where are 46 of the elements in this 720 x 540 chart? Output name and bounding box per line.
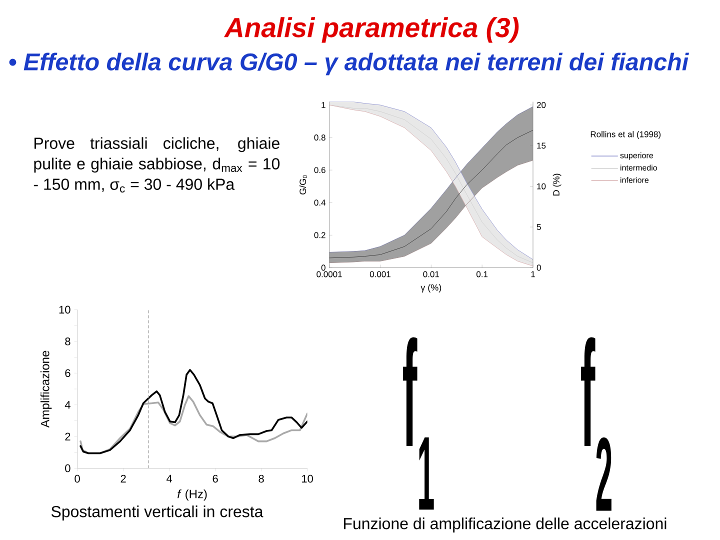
text: f$_{1}$ bbox=[402, 337, 434, 510]
y-tick-label: 6 bbox=[65, 369, 70, 378]
legend-label: inferiore bbox=[620, 176, 649, 183]
x-tick-label: 2 bbox=[120, 474, 126, 482]
chart-subtitle: • Effetto della curva G/G0 – γ adottata nei terreni dei fianchi bbox=[9, 52, 690, 76]
legend-label: superiore bbox=[620, 152, 653, 160]
legend-label: intermedio bbox=[620, 164, 657, 171]
line-series bbox=[80, 369, 308, 454]
text: Spostamenti verticali in cresta bbox=[51, 506, 264, 520]
x-tick-label: 6 bbox=[212, 474, 218, 483]
text: Prove triassiali cicliche, ghiaie pulite e ghiaie sabbiose, d$_{max}$ = 10 - 150 mm, σ$_{c}$ = 30 - 490 kPa bbox=[34, 137, 280, 192]
y2-tick-label: 15 bbox=[537, 142, 546, 149]
x-tick-label: 1 bbox=[531, 271, 535, 278]
y-tick-label: 0.2 bbox=[314, 232, 326, 238]
text: f$_{2}$ bbox=[580, 337, 612, 511]
y-tick-label: 0.8 bbox=[314, 134, 326, 141]
x-tick-label: 8 bbox=[258, 474, 264, 483]
x-tick-label: 10 bbox=[302, 474, 313, 483]
chart-title: Analisi parametrica (3) bbox=[224, 17, 519, 43]
y2-axis-title: D (%) bbox=[552, 174, 562, 196]
y2-tick-label: 0 bbox=[536, 264, 541, 271]
y2-tick-label: 5 bbox=[536, 224, 541, 230]
text: Funzione di amplificazione delle accelerazioni bbox=[344, 518, 666, 532]
y-tick-label: 10 bbox=[59, 306, 70, 314]
y-tick-label: 4 bbox=[64, 401, 70, 409]
x-axis-title: γ (%) bbox=[420, 284, 442, 292]
x-tick-label: 4 bbox=[166, 474, 172, 482]
x-tick-label: 0.0001 bbox=[316, 271, 342, 278]
y-axis-title: G/G$_{0}$ bbox=[299, 175, 308, 194]
y-tick-label: 0.6 bbox=[314, 167, 326, 174]
x-tick-label: 0 bbox=[74, 474, 80, 483]
y-tick-label: 0.4 bbox=[314, 200, 326, 206]
y-tick-label: 0 bbox=[321, 264, 326, 271]
x-tick-label: 0.1 bbox=[476, 271, 488, 278]
y2-tick-label: 10 bbox=[537, 183, 546, 190]
line-series bbox=[80, 395, 308, 454]
y-tick-label: 0 bbox=[65, 464, 70, 472]
y2-tick-label: 20 bbox=[536, 102, 546, 108]
x-tick-label: 0.01 bbox=[423, 271, 440, 278]
y-axis-title: Amplificazione bbox=[40, 350, 52, 428]
y-tick-label: 2 bbox=[65, 432, 70, 440]
x-tick-label: 0.001 bbox=[370, 271, 390, 278]
y-tick-label: 8 bbox=[65, 338, 70, 346]
x-axis-title: f (Hz) bbox=[178, 489, 207, 501]
y-tick-label: 1 bbox=[322, 102, 326, 108]
legend-title: Rollins et al (1998) bbox=[590, 131, 661, 139]
